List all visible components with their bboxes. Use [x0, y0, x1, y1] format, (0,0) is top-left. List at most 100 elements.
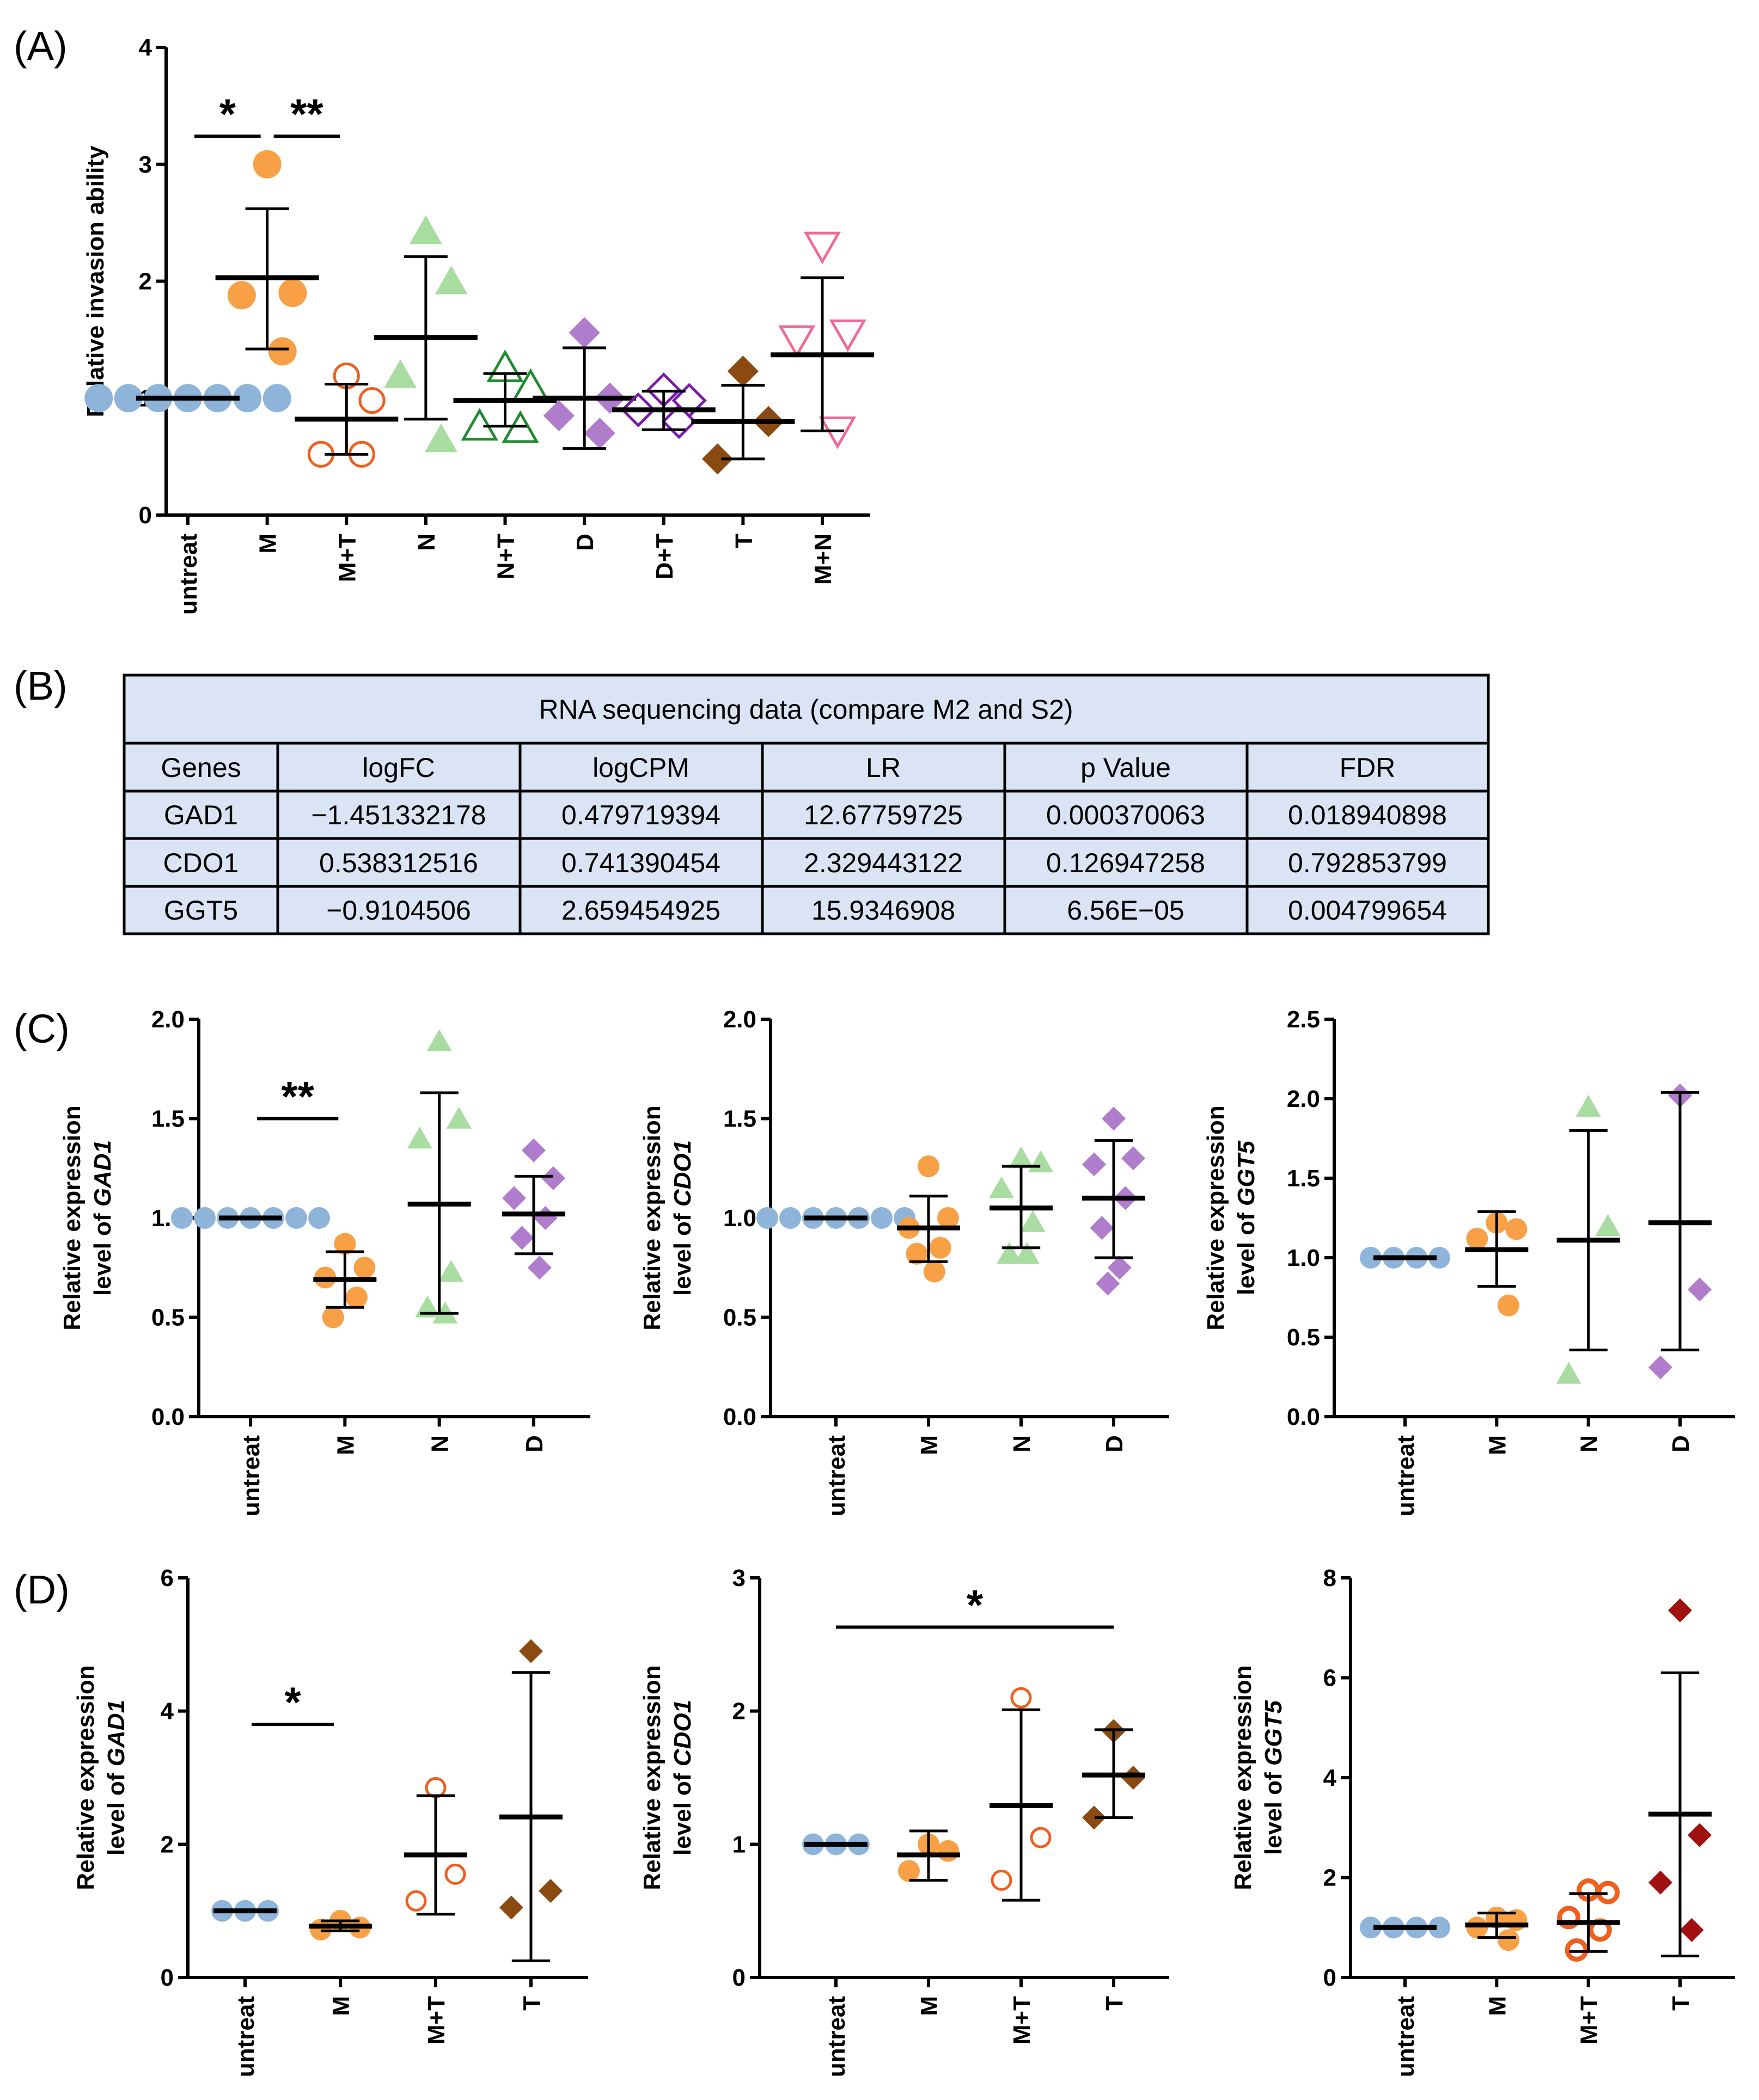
data-point — [510, 1226, 534, 1250]
series-m — [897, 1829, 960, 1882]
data-point — [779, 1207, 801, 1229]
data-point — [425, 1777, 447, 1798]
x-tick-label-n: N — [413, 534, 440, 551]
data-point — [322, 1306, 344, 1328]
x-tick-label-untreat: untreat — [823, 1996, 850, 2077]
y-axis-title-prefix: level of — [669, 1766, 696, 1856]
x-tick-label-d: D — [1101, 1435, 1128, 1453]
x-tick-label-m: M — [1484, 1435, 1511, 1455]
data-point — [1090, 1216, 1114, 1240]
y-tick-label: 2 — [139, 268, 152, 295]
data-point — [1595, 1214, 1621, 1236]
x-tick-label-m-plus-t: M+T — [423, 1996, 450, 2044]
y-tick-label: 8 — [1323, 1565, 1336, 1591]
series-m-plus-t — [404, 1777, 467, 1916]
data-point — [1648, 1870, 1672, 1895]
data-point — [1360, 1917, 1382, 1939]
x-tick-label-untreat: untreat — [238, 1435, 265, 1516]
series-untreat — [211, 1900, 279, 1922]
data-point — [569, 317, 600, 348]
data-point — [426, 1029, 452, 1051]
y-axis-title-prefix: level of — [1233, 1206, 1260, 1295]
y-axis-title-gene: level of CDO1 — [669, 1700, 696, 1856]
x-tick-label-m: M — [916, 1996, 943, 2016]
y-tick-label: 1.5 — [151, 1106, 185, 1132]
y-tick-label: 2 — [1323, 1865, 1336, 1891]
table-cell: −0.9104506 — [326, 895, 471, 926]
table-title: RNA sequencing data (compare M2 and S2) — [539, 694, 1073, 725]
gene-name: GGT5 — [1233, 1141, 1260, 1206]
data-point — [1668, 1598, 1692, 1623]
panel-label-c: (C) — [14, 1006, 70, 1051]
data-point — [1082, 1152, 1106, 1177]
x-tick-label-untreat: untreat — [823, 1435, 850, 1516]
significance-label: * — [284, 1678, 301, 1726]
data-point — [285, 1207, 307, 1229]
y-tick-label: 0.0 — [151, 1404, 185, 1430]
table-header-cell: FDR — [1340, 752, 1396, 783]
series-untreat — [756, 1207, 915, 1229]
data-point — [415, 1295, 441, 1318]
series-t — [691, 356, 795, 475]
x-tick-label-untreat: untreat — [233, 1996, 259, 2077]
y-tick-label: 0.5 — [1287, 1324, 1320, 1351]
series-m — [1465, 1906, 1529, 1951]
series-untreat — [802, 1833, 870, 1856]
y-axis-title-gene: level of GAD1 — [89, 1140, 116, 1296]
y-axis-title: Relative invasion ability — [82, 145, 109, 417]
data-point — [803, 231, 841, 265]
data-point — [1466, 1227, 1488, 1250]
panel-label-d: (D) — [14, 1567, 70, 1612]
data-point — [991, 1869, 1012, 1891]
data-point — [502, 1186, 526, 1210]
x-tick-label-t: T — [518, 1996, 545, 2011]
panel-label-b: (B) — [14, 663, 68, 708]
panel-label-a: (A) — [14, 23, 68, 69]
x-tick-label-d-plus-t: D+T — [651, 534, 678, 579]
x-tick-label-untreat: untreat — [175, 534, 202, 615]
x-tick-label-n: N — [427, 1435, 454, 1453]
table-cell: CDO1 — [163, 848, 239, 878]
y-tick-label: 1.0 — [1287, 1245, 1320, 1271]
x-tick-label-d: D — [572, 534, 598, 551]
y-tick-label: 4 — [139, 34, 152, 61]
table-cell: 0.538312516 — [319, 848, 478, 878]
data-point — [358, 387, 386, 414]
series-untreat — [171, 1207, 330, 1229]
x-tick-label-m-plus-t: M+T — [1009, 1996, 1035, 2044]
x-tick-label-d: D — [521, 1435, 548, 1453]
gene-name: GGT5 — [1260, 1700, 1287, 1766]
series-untreat — [1360, 1247, 1450, 1269]
y-tick-label: 4 — [1323, 1765, 1337, 1791]
significance-label: ** — [281, 1073, 314, 1121]
series-m — [309, 1910, 372, 1940]
y-tick-label: 2 — [161, 1831, 174, 1858]
y-axis-title-prefix: level of — [1260, 1766, 1287, 1855]
data-point — [871, 1207, 893, 1229]
data-point — [1121, 1146, 1145, 1171]
y-tick-label: 3 — [732, 1565, 746, 1591]
data-point — [1466, 1917, 1488, 1939]
table-header-cell: Genes — [161, 752, 241, 783]
data-point — [308, 1207, 330, 1229]
y-axis-title-prefix: level of — [669, 1207, 696, 1296]
data-point — [989, 1176, 1014, 1198]
x-tick-label-m: M — [1484, 1996, 1511, 2016]
series-m — [313, 1233, 377, 1328]
significance-label: ** — [290, 90, 323, 138]
data-point — [898, 1860, 920, 1882]
y-tick-label: 2.5 — [1287, 1006, 1320, 1033]
data-point — [407, 1126, 432, 1149]
data-point — [756, 1207, 778, 1229]
data-point — [1030, 1827, 1052, 1848]
data-point — [829, 319, 867, 352]
series-d — [1082, 1106, 1145, 1296]
table-cell: GAD1 — [164, 800, 238, 830]
data-point — [1497, 1929, 1519, 1951]
gene-name: CDO1 — [669, 1140, 696, 1207]
x-tick-label-n: N — [1576, 1435, 1603, 1453]
y-axis-title: Relative expression — [639, 1665, 665, 1890]
chart-d-ggt5: 0 2 4 6 8 Relative expression level of GGT5 unt… — [1230, 1565, 1735, 2077]
series-n — [407, 1029, 472, 1324]
